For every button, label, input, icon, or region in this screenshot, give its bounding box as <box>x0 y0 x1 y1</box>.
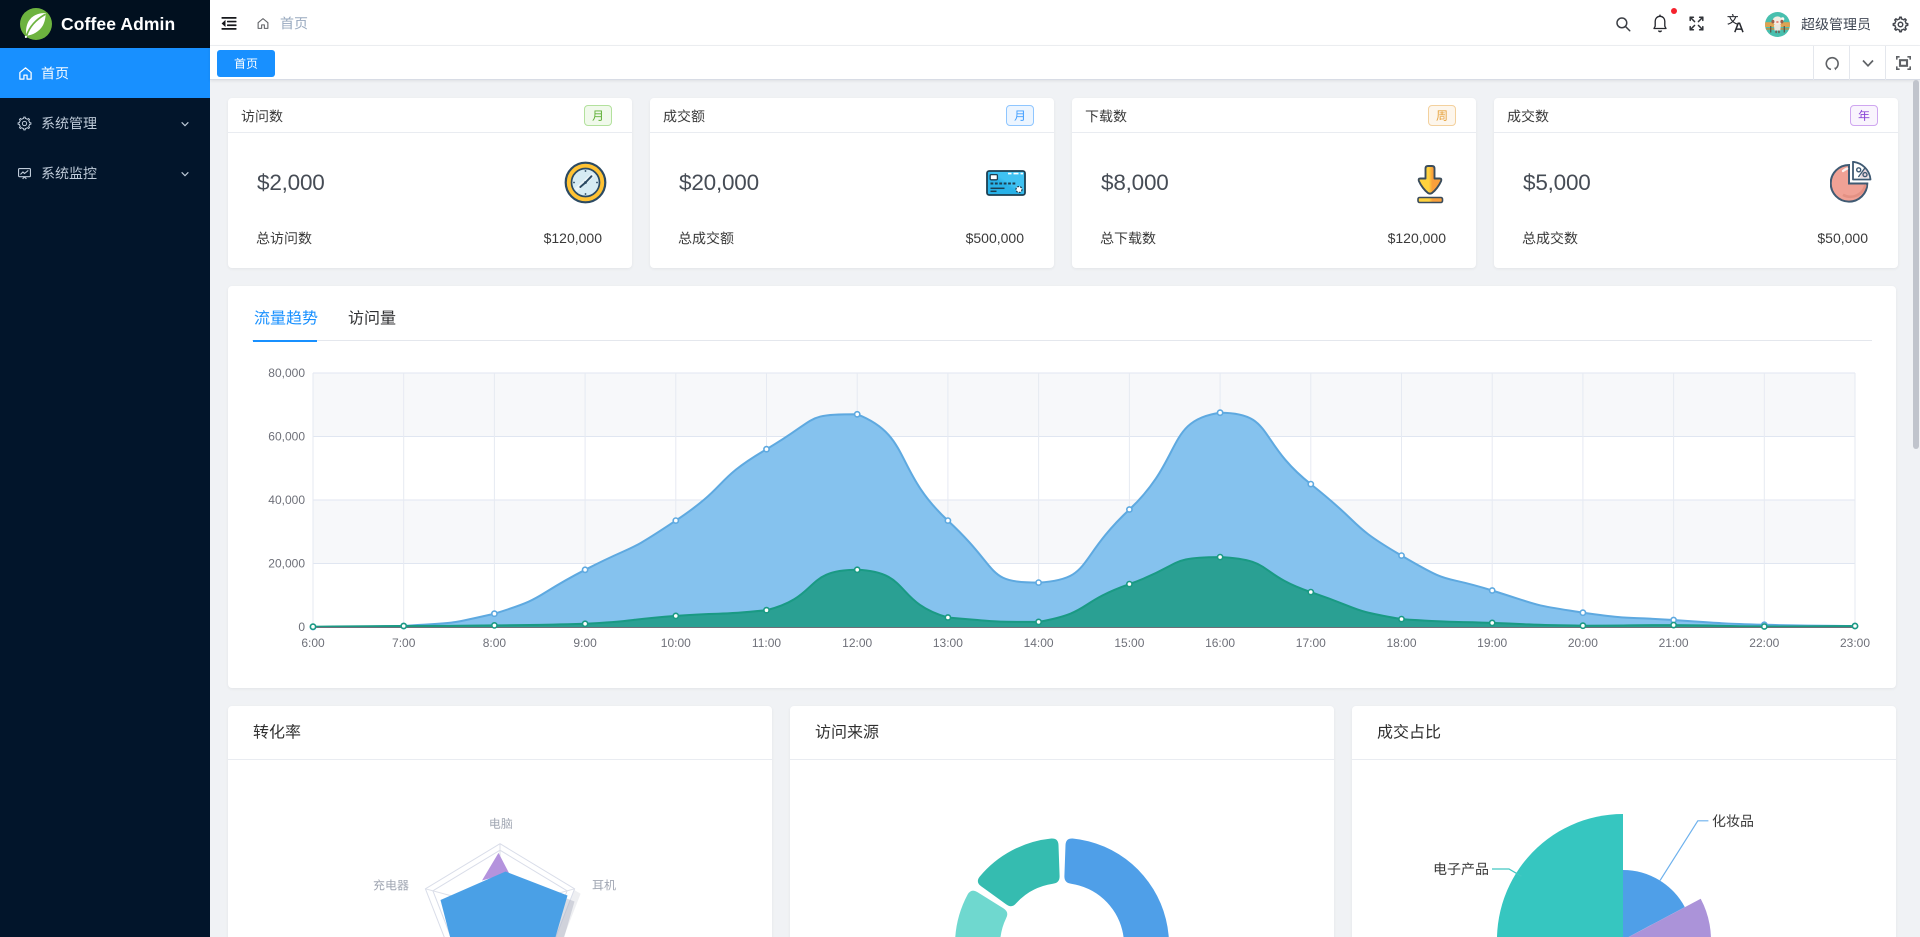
svg-text:80,000: 80,000 <box>268 366 305 380</box>
svg-text:22:00: 22:00 <box>1749 636 1779 650</box>
svg-text:60,000: 60,000 <box>268 430 305 444</box>
svg-text:7:00: 7:00 <box>392 636 416 650</box>
svg-text:11:00: 11:00 <box>752 636 781 650</box>
svg-text:40,000: 40,000 <box>268 493 305 507</box>
svg-text:21:00: 21:00 <box>1659 636 1689 650</box>
svg-text:0: 0 <box>298 620 305 634</box>
svg-text:16:00: 16:00 <box>1205 636 1235 650</box>
svg-text:10:00: 10:00 <box>661 636 691 650</box>
svg-text:20:00: 20:00 <box>1568 636 1598 650</box>
svg-text:19:00: 19:00 <box>1477 636 1507 650</box>
svg-text:12:00: 12:00 <box>842 636 872 650</box>
svg-text:15:00: 15:00 <box>1114 636 1144 650</box>
svg-text:14:00: 14:00 <box>1024 636 1054 650</box>
svg-text:8:00: 8:00 <box>483 636 507 650</box>
svg-text:18:00: 18:00 <box>1386 636 1416 650</box>
svg-text:23:00: 23:00 <box>1840 636 1870 650</box>
svg-text:9:00: 9:00 <box>573 636 597 650</box>
svg-text:13:00: 13:00 <box>933 636 963 650</box>
svg-text:6:00: 6:00 <box>301 636 325 650</box>
svg-text:20,000: 20,000 <box>268 557 305 571</box>
svg-text:17:00: 17:00 <box>1296 636 1326 650</box>
